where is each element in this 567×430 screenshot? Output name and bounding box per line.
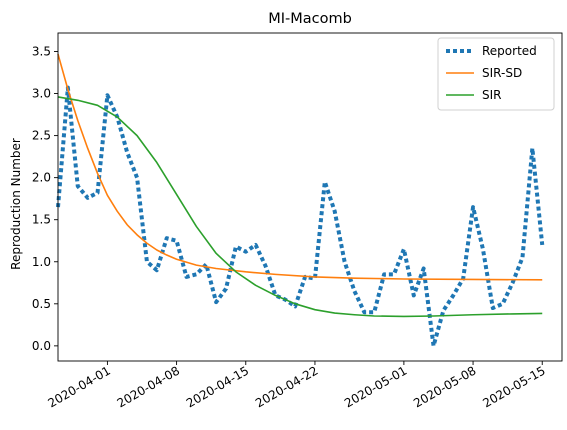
y-tick-label: 2.5 [32,129,51,143]
legend-label: Reported [482,44,537,58]
y-tick-label: 3.5 [32,45,51,59]
series-line-1 [56,85,545,348]
x-tick-label: 2020-05-15 [480,363,547,410]
legend-box [437,37,555,111]
plot-frame [57,32,563,362]
y-tick-label: 0.5 [32,297,51,311]
y-tick-label: 3.0 [32,87,51,101]
x-tick-label: 2020-04-15 [184,363,251,410]
x-tick-label: 2020-05-01 [342,363,409,410]
legend-label: SIR-SD [482,66,522,80]
y-tick-label: 1.5 [32,213,51,227]
series-line-3 [57,96,543,318]
legend: Reported SIR-SD SIR [437,37,555,111]
chart-title: MI-Macomb [268,11,352,27]
y-tick-label: 0.0 [32,339,51,353]
x-tick-label: 2020-04-08 [115,363,182,410]
x-tick-label: 2020-04-01 [46,363,113,410]
x-tick-label: 2020-04-22 [253,363,320,410]
x-tick-label: 2020-05-08 [411,363,478,410]
y-tick-label: 1.0 [32,255,51,269]
series-line-2 [57,53,543,281]
y-axis-label: Reproduction Number [9,138,23,270]
legend-label: SIR [482,88,502,102]
y-tick-label: 2.0 [32,171,51,185]
